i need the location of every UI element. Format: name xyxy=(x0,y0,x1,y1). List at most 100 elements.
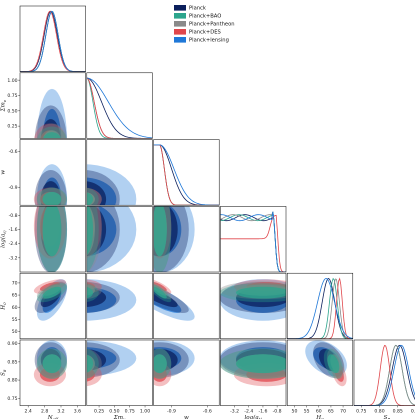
panel-frame xyxy=(286,272,354,340)
y-tick-label-s8: 0.85 xyxy=(7,359,17,365)
panel-mnu-s8 xyxy=(86,339,153,406)
y-axis-label-loga: log(at) xyxy=(0,230,7,248)
panel-w-w xyxy=(153,139,220,206)
contour-68-planck-des xyxy=(153,282,167,291)
contour-95-planck-bao xyxy=(86,283,99,302)
contour-68-planck-bao xyxy=(42,191,62,206)
panel-frame xyxy=(153,139,220,206)
x-tick-label-neff: 3.6 xyxy=(74,408,81,414)
panel-frame xyxy=(86,72,153,139)
x-tick-label-s8: 0.80 xyxy=(374,408,384,414)
contour-68-planck-bao xyxy=(86,192,94,206)
contour-95-planck-bao xyxy=(86,348,99,379)
panel-mnu-w xyxy=(86,139,153,206)
panel-loga-s8 xyxy=(220,339,287,406)
y-tick-label-s8: 0.90 xyxy=(7,341,17,347)
marginal-mnu-planck-bao xyxy=(86,77,153,139)
panel-neff-neff xyxy=(19,5,86,72)
contour-68-planck-bao xyxy=(153,206,167,257)
y-tick-label-w: -0.9 xyxy=(9,185,18,191)
marginal-w-planck-des xyxy=(153,144,220,206)
contour-68-planck-bao xyxy=(42,354,62,374)
panel-loga-h0 xyxy=(220,272,287,340)
panel-frame xyxy=(19,206,86,273)
y-tick-label-mnu: 0.75 xyxy=(7,93,17,99)
x-tick-label-s8: 0.75 xyxy=(356,408,366,414)
panel-frame xyxy=(19,5,86,72)
contour-68-planck-bao xyxy=(236,286,286,299)
y-tick-label-h0: 50 xyxy=(12,329,18,335)
panel-frame xyxy=(153,272,220,340)
marginal-w-planck-lensing xyxy=(153,144,220,206)
contour-68-planck-des xyxy=(39,282,60,291)
panel-w-loga xyxy=(153,206,220,273)
x-tick-label-s8: 0.90 xyxy=(411,408,415,414)
panel-frame xyxy=(19,139,86,206)
marginal-s8-planck xyxy=(354,344,415,406)
panel-frame xyxy=(220,339,287,406)
marginal-neff-planck-lensing xyxy=(20,10,86,72)
y-tick-label-loga: -3.2 xyxy=(9,255,18,261)
x-tick-label-w: -0.9 xyxy=(167,408,176,414)
legend-label-planck-lensing: Planck+lensing xyxy=(189,38,229,44)
x-tick-label-h0: 65 xyxy=(328,408,334,414)
panel-frame xyxy=(19,339,86,406)
panel-frame xyxy=(86,272,153,340)
x-axis-label-mnu: Σmν xyxy=(113,415,126,419)
marginal-mnu-planck-lensing xyxy=(86,77,153,139)
y-tick-label-loga: -1.6 xyxy=(9,227,18,233)
x-tick-label-mnu: 0.25 xyxy=(94,408,104,414)
y-tick-label-loga: -0.8 xyxy=(9,213,18,219)
y-axis-label-w: w xyxy=(1,170,7,175)
marginal-mnu-planck-pantheon xyxy=(86,77,153,139)
panel-frame xyxy=(86,206,153,273)
x-tick-label-loga: -0.8 xyxy=(273,408,282,414)
panel-neff-s8 xyxy=(19,339,86,406)
x-tick-label-s8: 0.85 xyxy=(393,408,403,414)
panel-h0-h0 xyxy=(286,272,354,340)
marginal-h0-planck-lensing xyxy=(287,278,353,339)
x-tick-label-h0: 60 xyxy=(316,408,322,414)
marginal-mnu-planck-des xyxy=(86,77,153,139)
panel-mnu-mnu xyxy=(86,72,153,139)
x-tick-label-loga: -2.4 xyxy=(244,408,253,414)
legend-swatch-planck-pantheon xyxy=(174,21,186,27)
x-tick-label-h0: 55 xyxy=(304,408,310,414)
legend-swatch-planck-des xyxy=(174,29,186,35)
y-tick-label-h0: 65 xyxy=(12,293,18,299)
panel-w-h0 xyxy=(153,272,220,340)
y-tick-label-loga: -2.4 xyxy=(9,241,18,247)
panel-frame xyxy=(19,272,86,340)
legend-label-planck-pantheon: Planck+Pantheon xyxy=(189,22,235,28)
panel-frame xyxy=(86,139,153,206)
x-tick-label-loga: -3.2 xyxy=(230,408,239,414)
x-axis-label-loga: log(at) xyxy=(244,414,262,419)
legend-label-planck-des: Planck+DES xyxy=(189,30,221,36)
marginal-loga-planck-lensing xyxy=(220,211,286,272)
contour-68-planck-bao xyxy=(153,286,167,299)
y-axis-label-mnu: Σmν xyxy=(1,99,7,112)
y-tick-label-s8: 0.80 xyxy=(7,378,17,384)
x-tick-label-mnu: 0.75 xyxy=(125,408,135,414)
panel-neff-h0 xyxy=(19,272,86,340)
marginal-neff-planck-bao xyxy=(20,10,86,72)
y-axis-label-h0: H0 xyxy=(1,302,7,311)
y-axis-label-s8: S8 xyxy=(1,369,7,376)
y-tick-label-mnu: 0.25 xyxy=(7,124,17,130)
y-tick-label-h0: 55 xyxy=(12,317,18,323)
contour-68-planck-bao xyxy=(42,206,62,257)
contour-68-planck-bao xyxy=(42,286,62,299)
contour-68-planck-bao xyxy=(153,354,167,374)
panel-loga-loga xyxy=(220,206,287,273)
marginal-neff-planck-des xyxy=(20,10,86,72)
x-tick-label-neff: 2.4 xyxy=(25,408,32,414)
legend-swatch-planck-lensing xyxy=(174,37,186,43)
panel-frame xyxy=(153,206,220,273)
marginal-w-planck xyxy=(153,144,220,206)
marginal-w-planck-pantheon xyxy=(153,144,220,206)
panel-s8-s8 xyxy=(353,339,415,406)
legend: Planck Planck+BAO Planck+Pantheon Planck+DE… xyxy=(174,5,235,44)
y-tick-label-mnu: 1.00 xyxy=(7,78,17,84)
marginal-w-planck-bao xyxy=(153,144,220,206)
